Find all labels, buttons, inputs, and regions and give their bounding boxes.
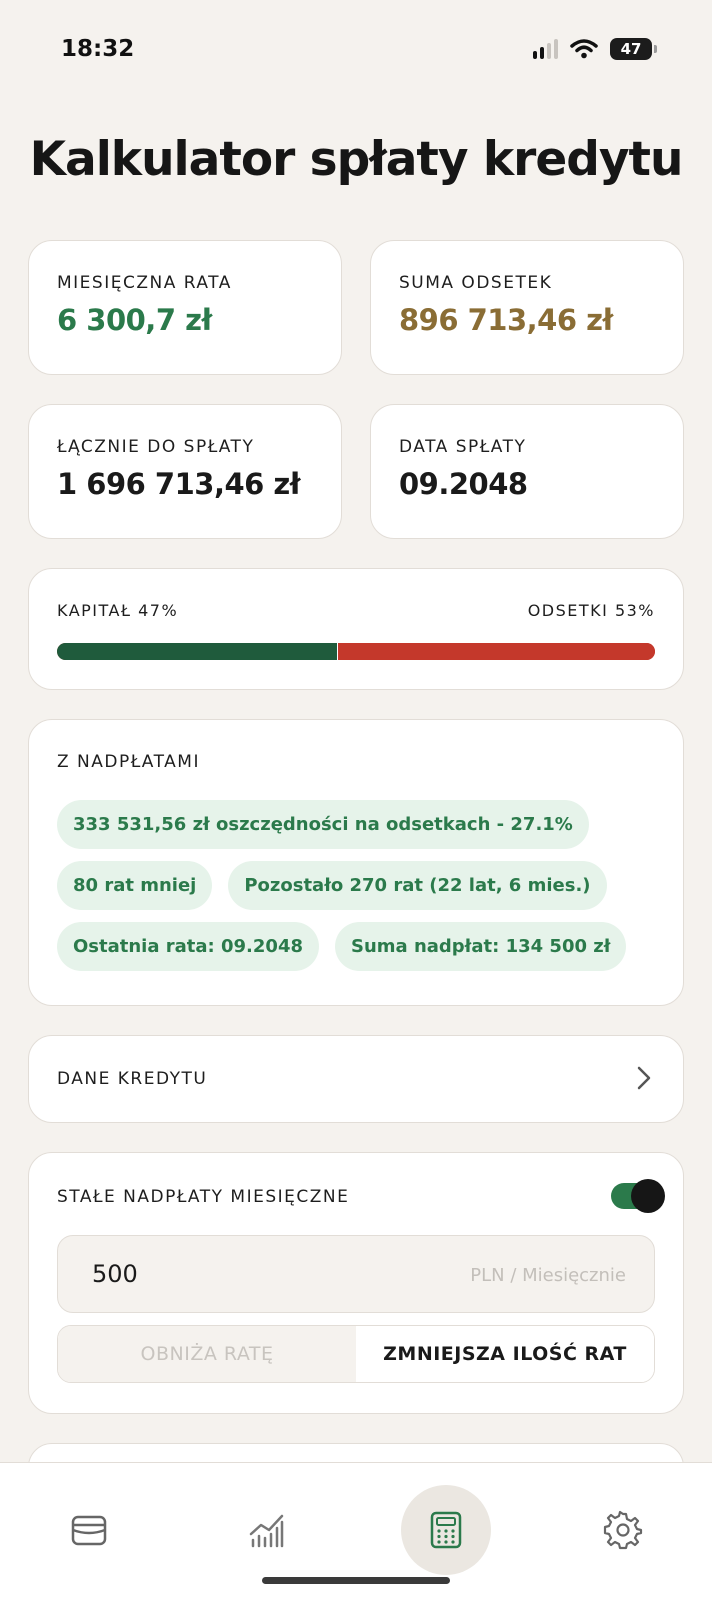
total-repay-label: ŁĄCZNIE DO SPŁATY — [57, 437, 255, 457]
home-indicator — [262, 1577, 450, 1584]
fewer-installments-chip: 80 rat mniej — [57, 861, 213, 910]
nav-settings[interactable] — [578, 1485, 668, 1575]
last-installment-chip: Ostatnia rata: 09.2048 — [57, 922, 319, 971]
overpayments-chips: 333 531,56 zł oszczędności na odsetkach … — [57, 800, 657, 971]
page-title: Kalkulator spłaty kredytu — [29, 132, 684, 187]
monthly-overpayments-title: STAŁE NADPŁATY MIESIĘCZNE — [57, 1187, 350, 1207]
payoff-date-label: DATA SPŁATY — [399, 437, 527, 457]
total-repay-value: 1 696 713,46 zł — [57, 467, 301, 501]
monthly-overpayments-toggle[interactable] — [611, 1179, 665, 1213]
monthly-rate-card: MIESIĘCZNA RATA 6 300,7 zł — [28, 240, 342, 375]
ratio-bar — [57, 643, 655, 660]
interest-sum-label: SUMA ODSETEK — [399, 273, 553, 293]
gear-icon — [603, 1510, 643, 1550]
interest-sum-value: 896 713,46 zł — [399, 303, 613, 337]
nav-calculator[interactable] — [401, 1485, 491, 1575]
monthly-overpayments-card: STAŁE NADPŁATY MIESIĘCZNE 500 PLN / Mies… — [28, 1152, 684, 1414]
capital-ratio-label: KAPITAŁ 47% — [57, 601, 179, 620]
overpayments-summary-title: Z NADPŁATAMI — [57, 752, 200, 772]
status-time: 18:32 — [61, 36, 135, 62]
overpayment-amount-value: 500 — [92, 1260, 138, 1288]
loan-data-row[interactable]: DANE KREDYTU — [28, 1035, 684, 1123]
wifi-icon — [570, 39, 598, 59]
loan-data-title: DANE KREDYTU — [57, 1069, 208, 1089]
interest-ratio-label: ODSETKI 53% — [527, 601, 655, 620]
battery-icon: 47 — [610, 38, 657, 60]
toggle-knob — [631, 1179, 665, 1213]
payoff-date-card: DATA SPŁATY 09.2048 — [370, 404, 684, 539]
savings-chip: 333 531,56 zł oszczędności na odsetkach … — [57, 800, 589, 849]
status-icons: 47 — [533, 38, 657, 60]
interest-sum-card: SUMA ODSETEK 896 713,46 zł — [370, 240, 684, 375]
ratio-bar-capital — [57, 643, 339, 660]
chevron-right-icon — [637, 1066, 651, 1090]
total-repay-card: ŁĄCZNIE DO SPŁATY 1 696 713,46 zł — [28, 404, 342, 539]
calculator-icon — [430, 1511, 462, 1549]
status-bar: 18:32 47 — [0, 0, 712, 100]
chart-icon — [249, 1514, 284, 1548]
overpayment-amount-unit: PLN / Miesięcznie — [470, 1265, 626, 1286]
monthly-rate-value: 6 300,7 zł — [57, 303, 212, 337]
ratio-bar-interest — [338, 643, 655, 660]
capital-interest-ratio-card: KAPITAŁ 47% ODSETKI 53% — [28, 568, 684, 690]
remaining-installments-chip: Pozostało 270 rat (22 lat, 6 mies.) — [228, 861, 607, 910]
nav-wallet[interactable] — [44, 1485, 134, 1575]
lower-rate-option[interactable]: OBNIŻA RATĘ — [58, 1326, 356, 1382]
battery-level: 47 — [620, 40, 642, 58]
overpayment-sum-chip: Suma nadpłat: 134 500 zł — [335, 922, 627, 971]
overpayment-amount-input[interactable]: 500 PLN / Miesięcznie — [57, 1235, 655, 1313]
overpayment-mode-selector: OBNIŻA RATĘ ZMNIEJSZA ILOŚĆ RAT — [57, 1325, 655, 1383]
wallet-icon — [71, 1515, 107, 1546]
overpayments-summary-card: Z NADPŁATAMI 333 531,56 zł oszczędności … — [28, 719, 684, 1006]
fewer-installments-option[interactable]: ZMNIEJSZA ILOŚĆ RAT — [356, 1326, 654, 1382]
monthly-rate-label: MIESIĘCZNA RATA — [57, 273, 232, 293]
nav-chart[interactable] — [222, 1485, 312, 1575]
payoff-date-value: 09.2048 — [399, 467, 528, 501]
cellular-signal-icon — [533, 39, 558, 59]
